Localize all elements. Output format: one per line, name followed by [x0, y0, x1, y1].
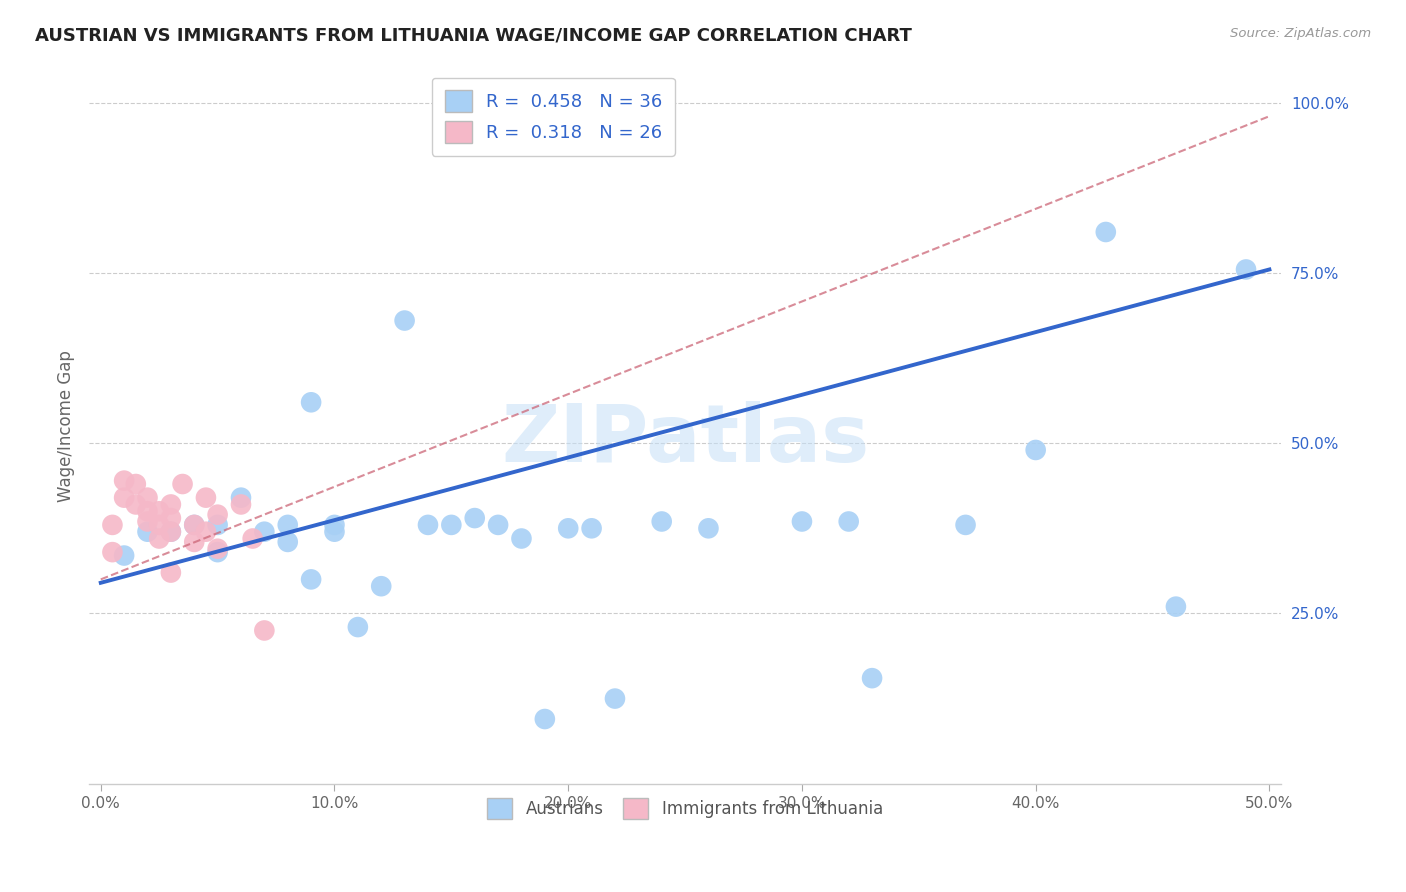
Point	[136, 515, 159, 529]
Point	[323, 524, 346, 539]
Point	[112, 491, 135, 505]
Point	[394, 313, 416, 327]
Point	[790, 515, 813, 529]
Point	[207, 517, 229, 532]
Point	[242, 532, 264, 546]
Point	[112, 474, 135, 488]
Point	[160, 524, 183, 539]
Point	[207, 541, 229, 556]
Point	[125, 498, 148, 512]
Point	[510, 532, 533, 546]
Point	[125, 477, 148, 491]
Point	[172, 477, 194, 491]
Point	[229, 498, 252, 512]
Point	[534, 712, 557, 726]
Point	[253, 524, 276, 539]
Point	[323, 517, 346, 532]
Point	[136, 524, 159, 539]
Point	[136, 504, 159, 518]
Point	[160, 566, 183, 580]
Point	[207, 545, 229, 559]
Point	[299, 573, 322, 587]
Point	[160, 511, 183, 525]
Point	[838, 515, 860, 529]
Point	[697, 521, 720, 535]
Point	[440, 517, 463, 532]
Text: Source: ZipAtlas.com: Source: ZipAtlas.com	[1230, 27, 1371, 40]
Point	[1025, 442, 1047, 457]
Text: AUSTRIAN VS IMMIGRANTS FROM LITHUANIA WAGE/INCOME GAP CORRELATION CHART: AUSTRIAN VS IMMIGRANTS FROM LITHUANIA WA…	[35, 27, 912, 45]
Point	[183, 535, 205, 549]
Point	[486, 517, 509, 532]
Point	[416, 517, 439, 532]
Point	[299, 395, 322, 409]
Y-axis label: Wage/Income Gap: Wage/Income Gap	[58, 351, 75, 502]
Point	[651, 515, 673, 529]
Point	[194, 524, 217, 539]
Legend: Austrians, Immigrants from Lithuania: Austrians, Immigrants from Lithuania	[481, 792, 890, 825]
Point	[860, 671, 883, 685]
Point	[1094, 225, 1116, 239]
Point	[148, 517, 170, 532]
Text: ZIPatlas: ZIPatlas	[501, 401, 869, 479]
Point	[207, 508, 229, 522]
Point	[194, 491, 217, 505]
Point	[183, 517, 205, 532]
Point	[112, 549, 135, 563]
Point	[229, 491, 252, 505]
Point	[1234, 262, 1257, 277]
Point	[148, 504, 170, 518]
Point	[955, 517, 977, 532]
Point	[557, 521, 579, 535]
Point	[581, 521, 603, 535]
Point	[277, 535, 299, 549]
Point	[253, 624, 276, 638]
Point	[603, 691, 626, 706]
Point	[464, 511, 486, 525]
Point	[148, 532, 170, 546]
Point	[101, 545, 124, 559]
Point	[101, 517, 124, 532]
Point	[160, 498, 183, 512]
Point	[370, 579, 392, 593]
Point	[347, 620, 370, 634]
Point	[160, 524, 183, 539]
Point	[277, 517, 299, 532]
Point	[1164, 599, 1187, 614]
Point	[136, 491, 159, 505]
Point	[183, 517, 205, 532]
